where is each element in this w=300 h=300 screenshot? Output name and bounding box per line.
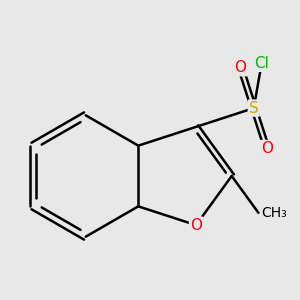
- Text: Cl: Cl: [254, 56, 269, 71]
- Text: O: O: [235, 60, 247, 75]
- Text: CH₃: CH₃: [262, 206, 287, 220]
- Text: O: O: [190, 218, 202, 232]
- Text: S: S: [249, 100, 259, 116]
- Text: O: O: [261, 141, 273, 156]
